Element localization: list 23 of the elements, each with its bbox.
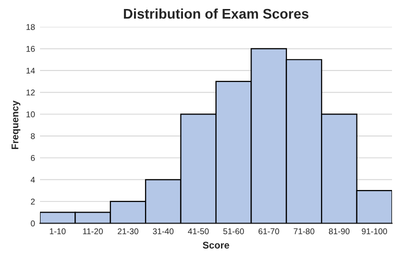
x-tick-label: 31-40	[152, 228, 174, 234]
x-tick-label: 51-60	[223, 228, 244, 234]
x-tick-label: 41-50	[188, 228, 209, 234]
y-tick-label: 6	[30, 155, 35, 161]
y-tick-label: 10	[26, 111, 35, 118]
y-tick-label: 4	[30, 176, 35, 183]
x-tick-label: 61-70	[258, 228, 280, 234]
x-tick-label: 1-10	[50, 228, 66, 234]
chart-title: Distribution of Exam Scores	[124, 8, 308, 19]
x-tick-label: 91-100	[362, 228, 388, 234]
x-axis-title: Score	[202, 242, 230, 249]
y-tick-label: 0	[30, 220, 35, 226]
x-tick-label: 71-80	[294, 228, 314, 234]
y-tick-label: 8	[30, 133, 35, 140]
y-axis-title: Frequency	[12, 100, 20, 150]
x-tick-label: 21-30	[118, 228, 138, 234]
y-tick-label: 18	[26, 24, 35, 30]
y-tick-label: 12	[26, 90, 35, 96]
x-tick-label: 11-20	[83, 228, 103, 234]
x-tick-label: 81-90	[328, 228, 350, 234]
y-tick-label: 16	[26, 46, 35, 52]
y-tick-label: 2	[30, 198, 35, 204]
y-tick-label: 14	[26, 68, 35, 74]
